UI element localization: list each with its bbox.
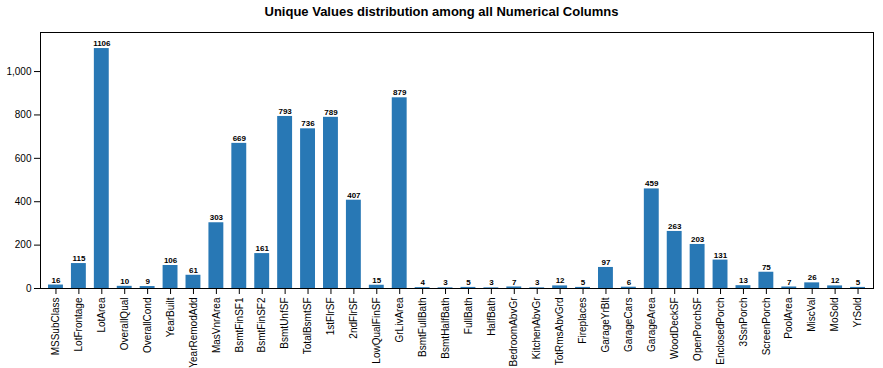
svg-text:203: 203 [691, 235, 705, 244]
svg-text:13: 13 [739, 276, 748, 285]
svg-text:Fireplaces: Fireplaces [577, 298, 588, 344]
svg-text:WoodDeckSF: WoodDeckSF [669, 298, 680, 360]
svg-text:YearRemodAdd: YearRemodAdd [188, 298, 199, 368]
svg-text:7: 7 [512, 278, 517, 287]
svg-text:1106: 1106 [93, 39, 111, 48]
svg-text:16: 16 [52, 276, 61, 285]
svg-text:75: 75 [762, 263, 771, 272]
svg-text:600: 600 [15, 153, 32, 164]
svg-text:459: 459 [645, 179, 659, 188]
svg-text:115: 115 [72, 254, 85, 263]
svg-text:BsmtFullBath: BsmtFullBath [417, 298, 428, 357]
svg-text:200: 200 [15, 239, 32, 250]
svg-text:GarageCars: GarageCars [623, 298, 634, 352]
svg-text:GarageArea: GarageArea [646, 297, 657, 352]
svg-text:263: 263 [668, 222, 682, 231]
svg-text:879: 879 [393, 88, 407, 97]
svg-text:OverallCond: OverallCond [142, 298, 153, 354]
svg-text:97: 97 [602, 258, 611, 267]
svg-text:GrLivArea: GrLivArea [394, 297, 405, 342]
svg-text:BsmtFinSF1: BsmtFinSF1 [233, 297, 244, 352]
svg-text:61: 61 [189, 266, 198, 275]
svg-text:MoSold: MoSold [829, 298, 840, 332]
svg-text:789: 789 [324, 108, 338, 117]
svg-text:5: 5 [466, 278, 471, 287]
svg-text:BsmtUnfSF: BsmtUnfSF [279, 298, 290, 349]
svg-text:407: 407 [347, 191, 361, 200]
svg-text:HalfBath: HalfBath [486, 298, 497, 336]
svg-text:6: 6 [627, 278, 632, 287]
svg-text:15: 15 [372, 276, 381, 285]
svg-text:YearBuilt: YearBuilt [165, 297, 176, 337]
svg-text:KitchenAbvGr: KitchenAbvGr [531, 297, 542, 359]
svg-text:3SsnPorch: 3SsnPorch [738, 298, 749, 347]
svg-text:OpenPorchSF: OpenPorchSF [692, 298, 703, 361]
svg-text:1,000: 1,000 [6, 66, 31, 77]
svg-text:1stFlrSF: 1stFlrSF [325, 298, 336, 336]
html-text:Unique Values distribution amo: Unique Values distribution among all Num… [264, 4, 619, 19]
svg-text:26: 26 [808, 273, 817, 282]
svg-text:131: 131 [714, 251, 728, 260]
svg-text:TotalBsmtSF: TotalBsmtSF [302, 298, 313, 355]
svg-text:PoolArea: PoolArea [783, 297, 794, 339]
svg-text:MasVnrArea: MasVnrArea [211, 297, 222, 353]
svg-text:7: 7 [787, 278, 792, 287]
svg-text:12: 12 [556, 276, 565, 285]
svg-text:BedroomAbvGr: BedroomAbvGr [508, 297, 519, 367]
svg-text:LotFrontage: LotFrontage [73, 297, 84, 351]
svg-text:3: 3 [535, 278, 540, 287]
svg-text:3: 3 [489, 278, 494, 287]
svg-text:BsmtFinSF2: BsmtFinSF2 [256, 297, 267, 352]
svg-text:161: 161 [256, 244, 270, 253]
svg-text:10: 10 [120, 277, 129, 286]
svg-text:736: 736 [301, 119, 315, 128]
svg-text:LowQualFinSF: LowQualFinSF [371, 298, 382, 364]
svg-text:400: 400 [15, 196, 32, 207]
svg-text:TotRmsAbvGrd: TotRmsAbvGrd [554, 298, 565, 366]
svg-text:106: 106 [164, 256, 178, 265]
svg-text:5: 5 [856, 278, 861, 287]
svg-text:MiscVal: MiscVal [806, 298, 817, 332]
svg-text:MSSubClass: MSSubClass [50, 298, 61, 356]
svg-text:4: 4 [420, 278, 425, 287]
svg-text:FullBath: FullBath [463, 298, 474, 335]
svg-text:5: 5 [581, 278, 586, 287]
svg-text:12: 12 [831, 276, 840, 285]
svg-text:EnclosedPorch: EnclosedPorch [715, 298, 726, 365]
svg-text:793: 793 [278, 107, 292, 116]
svg-text:3: 3 [443, 278, 448, 287]
svg-text:BsmtHalfBath: BsmtHalfBath [440, 298, 451, 359]
svg-text:YrSold: YrSold [852, 298, 863, 328]
svg-text:9: 9 [145, 277, 150, 286]
svg-text:669: 669 [233, 134, 247, 143]
svg-text:800: 800 [15, 109, 32, 120]
svg-text:OverallQual: OverallQual [119, 298, 130, 351]
svg-text:2ndFlrSF: 2ndFlrSF [348, 298, 359, 339]
svg-text:LotArea: LotArea [96, 297, 107, 332]
svg-text:303: 303 [210, 213, 224, 222]
svg-text:ScreenPorch: ScreenPorch [761, 298, 772, 356]
svg-text:GarageYrBlt: GarageYrBlt [600, 297, 611, 352]
svg-text:0: 0 [26, 283, 32, 294]
